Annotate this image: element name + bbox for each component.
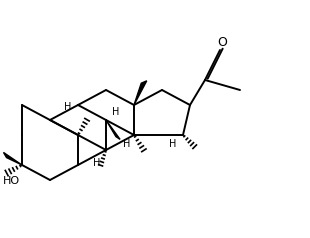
Text: H: H (169, 139, 177, 149)
Text: HO: HO (3, 176, 20, 186)
Text: H: H (64, 102, 72, 112)
Text: H: H (112, 107, 120, 117)
Text: O: O (217, 35, 227, 49)
Polygon shape (3, 152, 22, 165)
Polygon shape (134, 81, 147, 105)
Text: H: H (123, 139, 131, 149)
Polygon shape (106, 120, 120, 139)
Text: H: H (93, 158, 101, 168)
